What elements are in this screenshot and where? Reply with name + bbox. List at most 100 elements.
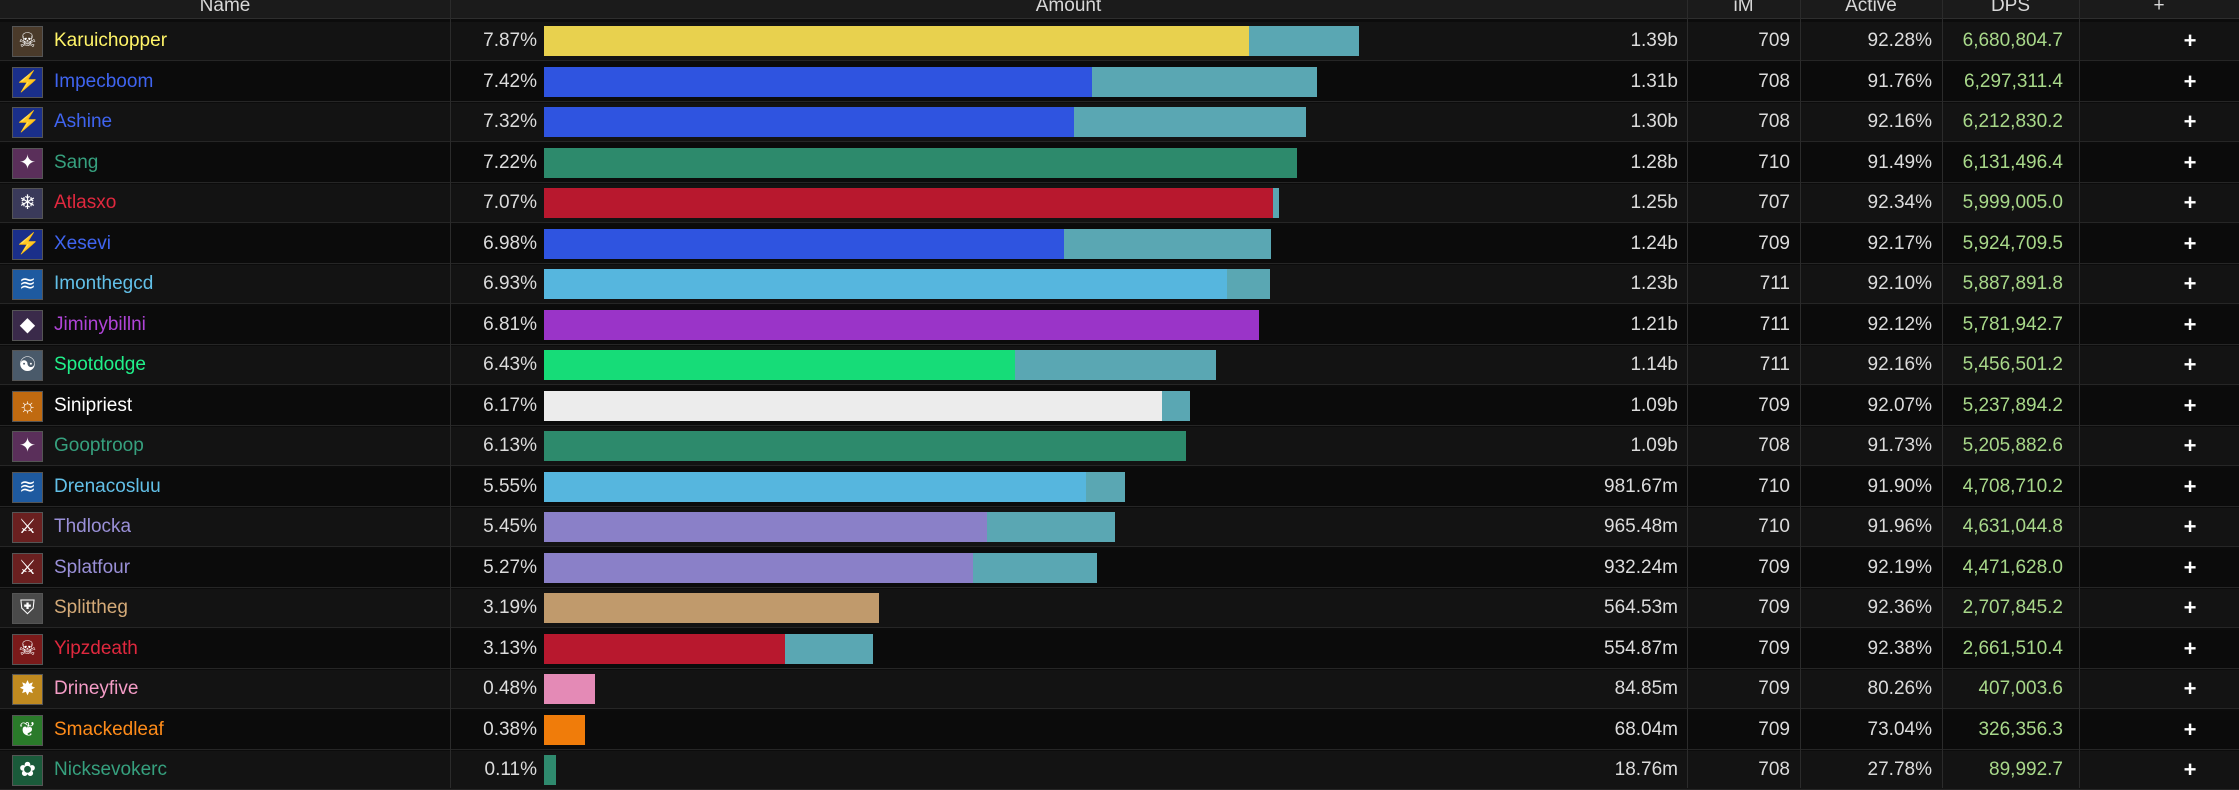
damage-bar-fill xyxy=(544,188,1273,218)
player-name[interactable]: Spotdodge xyxy=(54,354,146,375)
table-row[interactable]: ⚔ Thdlocka 5.45% 965.48m 710 91.96% 4,631,044.… xyxy=(0,508,2239,547)
expand-row-button[interactable]: + xyxy=(2183,190,2197,215)
table-row[interactable]: ✦ Gooptroop 6.13% 1.09b 708 91.73% 5,205,882.6… xyxy=(0,427,2239,466)
expand-row-button[interactable]: + xyxy=(2183,109,2197,134)
icon-glyph: ✸ xyxy=(19,678,36,700)
player-name[interactable]: Nicksevokerc xyxy=(54,759,167,780)
table-row[interactable]: ⚡ Ashine 7.32% 1.30b 708 92.16% 6,212,830.2 + xyxy=(0,103,2239,142)
dps-value: 5,887,891.8 xyxy=(1962,273,2063,294)
expand-row-button[interactable]: + xyxy=(2183,392,2197,418)
damage-amount: 1.30b xyxy=(1630,111,1678,132)
damage-percent: 5.55% xyxy=(483,475,537,497)
table-row[interactable]: ✸ Drineyfive 0.48% 84.85m 709 80.26% 407,003.6… xyxy=(0,670,2239,709)
damage-amount: 1.21b xyxy=(1630,313,1678,335)
dps-value: 407,003.6 xyxy=(1978,678,2063,699)
expand-row-button[interactable]: + xyxy=(2183,271,2197,296)
header-amount[interactable]: Amount xyxy=(1035,0,1102,16)
dps-value: 4,471,628.0 xyxy=(1962,556,2063,578)
table-row[interactable]: ≋ Imonthegcd 6.93% 1.23b 711 92.10% 5,887,891.… xyxy=(0,265,2239,304)
expand-row-button[interactable]: + xyxy=(2183,554,2197,580)
table-row[interactable]: ☠ Karuichopper 7.87% 1.39b 709 92.28% 6,680,80… xyxy=(0,22,2239,61)
icon-glyph: ✦ xyxy=(19,151,36,174)
dps-value: 5,237,894.2 xyxy=(1962,394,2063,416)
mage-icon: ⚡ xyxy=(12,66,43,98)
icon-glyph: ❦ xyxy=(19,718,36,741)
item-level: 709 xyxy=(1758,597,1790,618)
table-row[interactable]: ✦ Sang 7.22% 1.28b 710 91.49% 6,131,496.4 + xyxy=(0,143,2239,183)
table-row[interactable]: ◆ Jiminybillni 6.81% 1.21b 711 92.12% 5,781,94… xyxy=(0,305,2239,345)
table-row[interactable]: ☼ Sinipriest 6.17% 1.09b 709 92.07% 5,237,894.… xyxy=(0,386,2239,426)
player-name[interactable]: Xesevi xyxy=(54,232,112,254)
warrior-icon: ⛨ xyxy=(12,593,43,624)
table-row[interactable]: ⚔ Splatfour 5.27% 932.24m 709 92.19% 4,471,628… xyxy=(0,548,2239,588)
damage-amount: 965.48m xyxy=(1604,516,1678,537)
header-active[interactable]: Active xyxy=(1845,0,1897,16)
table-row[interactable]: ✿ Nicksevokerc 0.11% 18.76m 708 27.78% 89,992.… xyxy=(0,751,2239,790)
expand-row-button[interactable]: + xyxy=(2183,149,2197,175)
player-name[interactable]: Drineyfive xyxy=(54,678,139,699)
expand-row-button[interactable]: + xyxy=(2183,473,2197,499)
table-row[interactable]: ⚡ Xesevi 6.98% 1.24b 709 92.17% 5,924,709.5 + xyxy=(0,224,2239,264)
table-row[interactable]: ☠ Yipzdeath 3.13% 554.87m 709 92.38% 2,661,510… xyxy=(0,629,2239,669)
table-row[interactable]: ❄ Atlasxo 7.07% 1.25b 707 92.34% 5,999,005.0 + xyxy=(0,184,2239,223)
player-name[interactable]: Karuichopper xyxy=(54,30,168,51)
player-name[interactable]: Gooptroop xyxy=(54,435,144,456)
damage-percent: 6.43% xyxy=(483,354,537,375)
damage-percent: 7.07% xyxy=(483,192,537,213)
expand-row-button[interactable]: + xyxy=(2183,28,2197,53)
player-name[interactable]: Imonthegcd xyxy=(54,273,154,294)
expand-row-button[interactable]: + xyxy=(2183,68,2197,94)
player-name[interactable]: Splatfour xyxy=(54,556,131,578)
dps-value: 6,131,496.4 xyxy=(1962,151,2063,173)
player-name[interactable]: Ashine xyxy=(54,111,113,132)
table-row[interactable]: ❦ Smackedleaf 0.38% 68.04m 709 73.04% 326,356.… xyxy=(0,710,2239,750)
player-name[interactable]: Drenacosluu xyxy=(54,475,161,497)
player-name[interactable]: Sinipriest xyxy=(54,394,133,416)
player-name[interactable]: Impecboom xyxy=(54,70,154,92)
damage-bar-fill xyxy=(544,755,556,785)
warlock-icon: ⚔ xyxy=(12,512,43,543)
damage-bar-fill xyxy=(544,512,987,542)
dps-value: 5,205,882.6 xyxy=(1962,435,2063,456)
dps-value: 4,708,710.2 xyxy=(1962,475,2063,497)
player-name[interactable]: Yipzdeath xyxy=(54,637,138,659)
expand-row-button[interactable]: + xyxy=(2183,757,2197,782)
expand-row-button[interactable]: + xyxy=(2183,433,2197,458)
damage-amount: 1.14b xyxy=(1630,354,1678,375)
expand-row-button[interactable]: + xyxy=(2183,595,2197,620)
item-level: 708 xyxy=(1758,435,1790,456)
active-percent: 92.07% xyxy=(1867,394,1932,416)
header-add[interactable]: + xyxy=(2153,0,2165,16)
damage-bar-overflow xyxy=(1273,188,1279,218)
expand-row-button[interactable]: + xyxy=(2183,676,2197,701)
expand-row-button[interactable]: + xyxy=(2183,311,2197,337)
player-name[interactable]: Smackedleaf xyxy=(54,718,164,740)
damage-bar-overflow xyxy=(1227,269,1270,299)
damage-amount: 981.67m xyxy=(1604,475,1678,497)
expand-row-button[interactable]: + xyxy=(2183,635,2197,661)
table-row[interactable]: ☯ Spotdodge 6.43% 1.14b 711 92.16% 5,456,501.2… xyxy=(0,346,2239,385)
expand-row-button[interactable]: + xyxy=(2183,514,2197,539)
damage-bar-overflow xyxy=(1092,66,1317,97)
player-name[interactable]: Sang xyxy=(54,151,99,173)
header-ilvl[interactable]: iM xyxy=(1733,0,1754,16)
death-knight-icon: ❄ xyxy=(12,188,43,219)
table-row[interactable]: ≋ Drenacosluu 5.55% 981.67m 710 91.90% 4,708,7… xyxy=(0,467,2239,507)
player-name[interactable]: Atlasxo xyxy=(54,192,117,213)
header-name[interactable]: Name xyxy=(199,0,251,16)
active-percent: 92.16% xyxy=(1867,111,1932,132)
player-name[interactable]: Jiminybillni xyxy=(54,313,146,335)
expand-row-button[interactable]: + xyxy=(2183,352,2197,377)
damage-percent: 3.19% xyxy=(483,597,537,618)
expand-row-button[interactable]: + xyxy=(2183,716,2197,742)
active-percent: 92.12% xyxy=(1867,313,1932,335)
damage-bar-fill xyxy=(544,431,1186,461)
demon-hunter-icon: ✦ xyxy=(12,431,43,462)
player-name[interactable]: Splittheg xyxy=(54,597,128,618)
table-row[interactable]: ⛨ Splittheg 3.19% 564.53m 709 92.36% 2,707,845… xyxy=(0,589,2239,628)
player-name[interactable]: Thdlocka xyxy=(54,516,132,537)
expand-row-button[interactable]: + xyxy=(2183,230,2197,256)
icon-glyph: ✿ xyxy=(19,759,36,781)
header-dps[interactable]: DPS xyxy=(1990,0,2031,16)
table-row[interactable]: ⚡ Impecboom 7.42% 1.31b 708 91.76% 6,297,311.4… xyxy=(0,62,2239,102)
